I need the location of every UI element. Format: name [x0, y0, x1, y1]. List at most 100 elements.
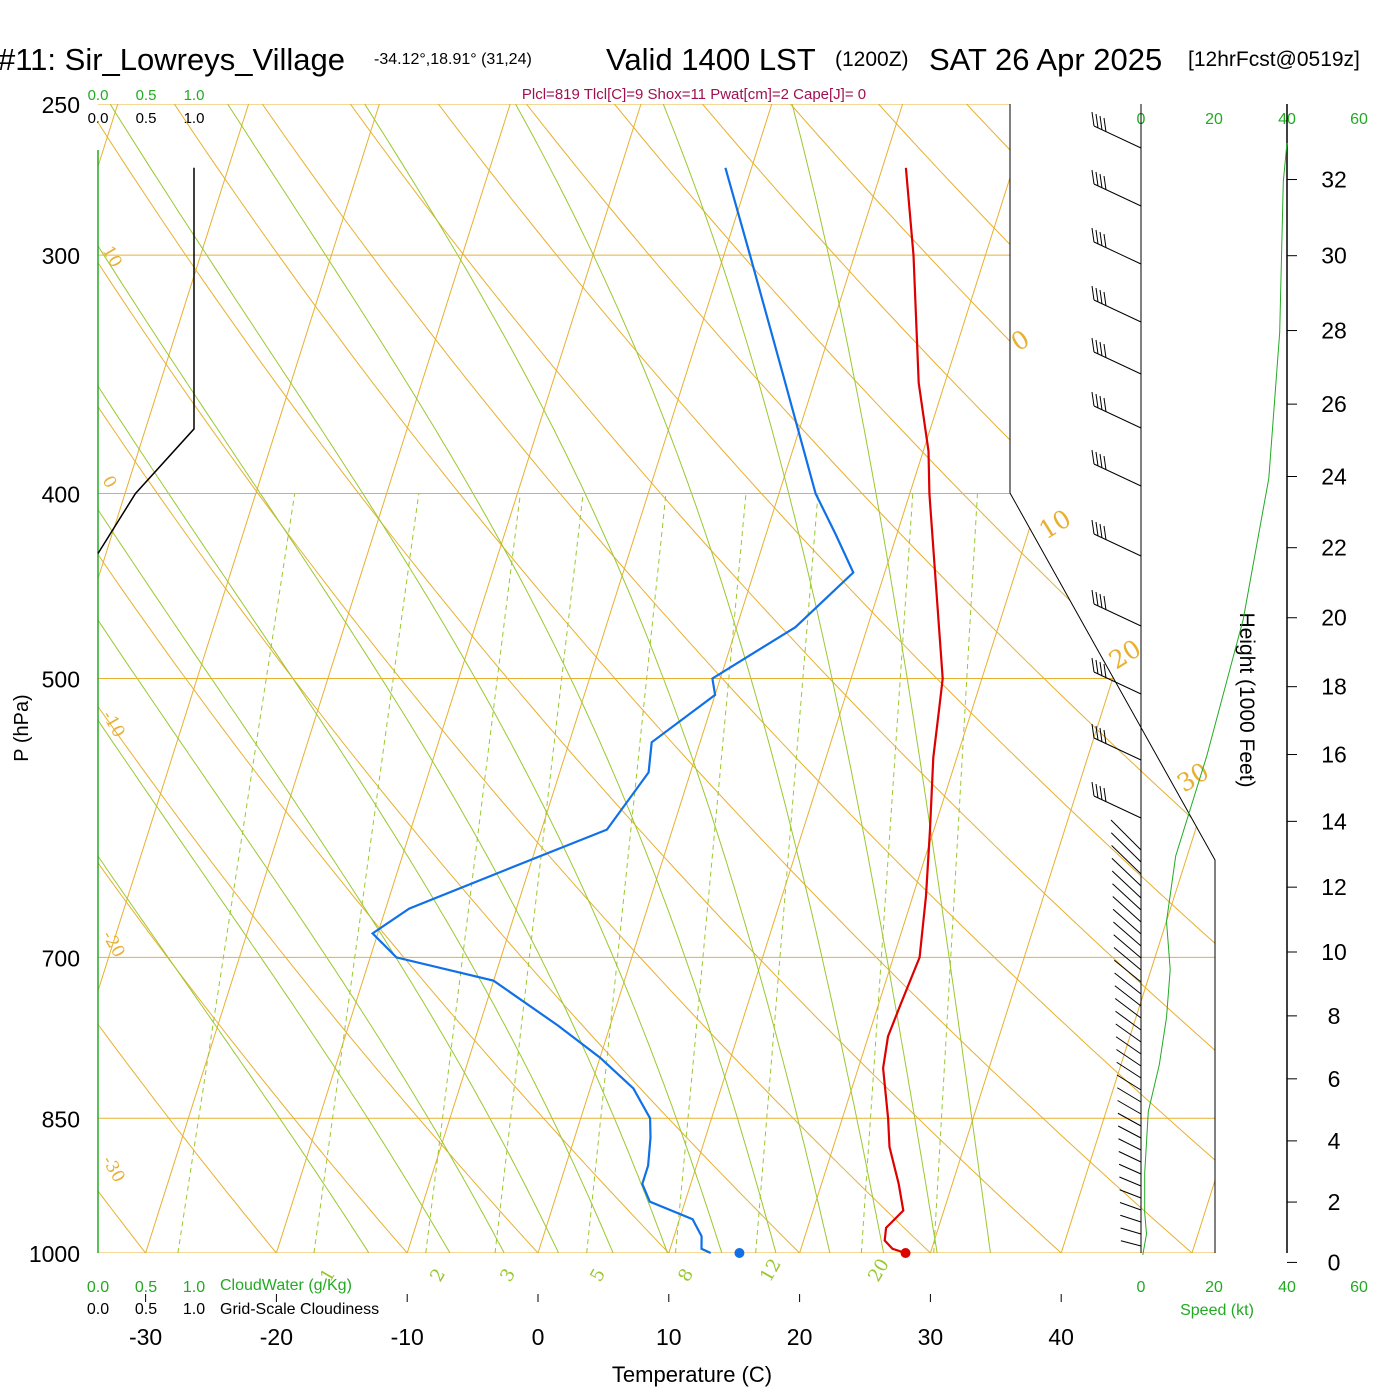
wind-barb [1111, 845, 1142, 875]
dry-adiabat-line [499, 104, 1215, 1253]
wind-barb [1113, 934, 1142, 959]
wind-barb [1093, 241, 1142, 265]
cloudiness-tick-bottom: 0.0 [87, 1301, 109, 1318]
isotherm-right-label: 20 [1104, 634, 1146, 675]
height-tick-label: 32 [1321, 167, 1347, 193]
surface-dewpoint-point [734, 1248, 745, 1258]
cloudwater-tick-top: 0.0 [88, 87, 109, 104]
wind-barb-feather [1099, 785, 1103, 801]
wind-barb [1114, 985, 1142, 1007]
height-axis-label: Height (1000 Feet) [1235, 612, 1258, 787]
wind-barb-feather [1091, 227, 1095, 243]
moist-adiabat-line [98, 104, 735, 1253]
wind-barb-feather [1103, 233, 1107, 249]
pressure-tick-label: 300 [42, 243, 80, 269]
mixing-ratio-line [755, 493, 819, 1253]
speed-tick-bottom: 0 [1137, 1279, 1146, 1296]
wind-barb-feather [1099, 289, 1103, 305]
wind-barb-feather [1099, 115, 1103, 131]
y-axis-label: P (hPa) [11, 694, 33, 761]
cloudwater-tick-bottom: 0.0 [87, 1279, 109, 1296]
cloudiness-tick-bottom: 0.5 [135, 1301, 157, 1318]
wind-barb-feather [1091, 449, 1095, 465]
dry-adiabat-line [412, 104, 1215, 1253]
sounding-profiles [97, 167, 944, 1258]
speed-tick-top: 60 [1350, 111, 1368, 128]
dry-adiabat-line [98, 104, 584, 1253]
cloudwater-tick-bottom: 0.5 [135, 1279, 157, 1296]
speed-tick-top: 20 [1205, 111, 1223, 128]
wind-barb [1118, 1163, 1142, 1175]
wind-barb-feather [1099, 395, 1103, 411]
wind-barb-feather [1103, 117, 1107, 133]
wind-barb [1120, 1214, 1142, 1223]
wind-barb [1119, 1202, 1142, 1211]
dewpoint-series-line [370, 167, 855, 1255]
wind-barb-feather [1099, 173, 1103, 189]
dry-adiabat-line [238, 104, 1215, 1253]
wind-barb-feather [1103, 595, 1107, 611]
wind-barb [1114, 998, 1142, 1019]
isotherm-line [655, 104, 1045, 1253]
mixing-ratio-line [860, 493, 914, 1253]
moist-adiabat-line [205, 104, 788, 1253]
wind-barb [1119, 1176, 1142, 1187]
moist-adiabat-line [98, 104, 474, 1253]
height-tick-label: 26 [1321, 391, 1347, 417]
wind-barb [1093, 603, 1142, 627]
dry-adiabat-line [151, 104, 1215, 1253]
wind-barb-feather [1095, 451, 1099, 467]
pressure-tick-label: 500 [42, 667, 80, 693]
wind-barb-feather [1103, 291, 1107, 307]
wind-barb [1112, 896, 1142, 923]
moist-adiabat-line [342, 104, 840, 1253]
cloudwater-bottom-legend: 0.0 0.5 1.0 CloudWater (g/Kg) 0.0 0.5 1.… [87, 1277, 379, 1318]
wind-barb [1119, 1189, 1142, 1199]
wind-barb [1116, 1061, 1142, 1079]
wind-barb [1117, 1100, 1142, 1115]
wind-barb-feather [1103, 397, 1107, 413]
x-axis-label: Temperature (C) [612, 1362, 772, 1387]
moist-adiabat-line [98, 104, 631, 1253]
height-tick-label: 10 [1321, 939, 1347, 965]
wind-barb [1115, 1036, 1142, 1055]
moist-adiabat-line [98, 104, 683, 1253]
moist-adiabat-line [782, 104, 997, 1253]
wind-barb-feather [1095, 725, 1099, 741]
isotherm-line [1178, 104, 1215, 1253]
wind-barb-feather [1099, 661, 1103, 677]
cloudiness-profile-line [97, 167, 195, 554]
height-tick-label: 28 [1321, 318, 1347, 344]
wind-barb [1113, 959, 1142, 983]
isotherm-line [393, 104, 784, 1253]
wind-barb [1115, 1010, 1142, 1031]
wind-barb [1110, 832, 1142, 863]
cloudiness-tick-top: 0.5 [136, 110, 157, 127]
wind-barb [1117, 1112, 1142, 1127]
wind-barb [1112, 883, 1142, 911]
isotherm-left-label: -30 [98, 1153, 129, 1187]
height-tick-label: 16 [1321, 742, 1347, 768]
isotherm-line [524, 104, 914, 1253]
wind-barb-feather [1095, 287, 1099, 303]
wind-barb-feather [1099, 727, 1103, 743]
isotherm-left-label: 0 [98, 473, 121, 492]
wind-barb-feather [1091, 657, 1095, 673]
height-tick-label: 20 [1321, 605, 1347, 631]
isotherm-right-label: 30 [1172, 757, 1214, 798]
wind-barb-feather [1095, 393, 1099, 409]
valid-date: SAT 26 Apr 2025 [929, 42, 1162, 77]
height-tick-label: 12 [1321, 874, 1347, 900]
mixing-ratio-line [313, 493, 420, 1253]
cloudwater-tick-bottom: 1.0 [183, 1279, 205, 1296]
cloudwater-tick-top: 1.0 [184, 87, 205, 104]
wind-barb-feather [1103, 787, 1107, 803]
height-tick-label: 22 [1321, 535, 1347, 561]
wind-barb-feather [1095, 339, 1099, 355]
wind-barb [1114, 972, 1142, 995]
wind-speed-profile-line [1142, 142, 1288, 1255]
wind-barb-feather [1103, 525, 1107, 541]
wind-barb [1117, 1087, 1142, 1103]
isotherm-left-label: 10 [98, 243, 126, 272]
